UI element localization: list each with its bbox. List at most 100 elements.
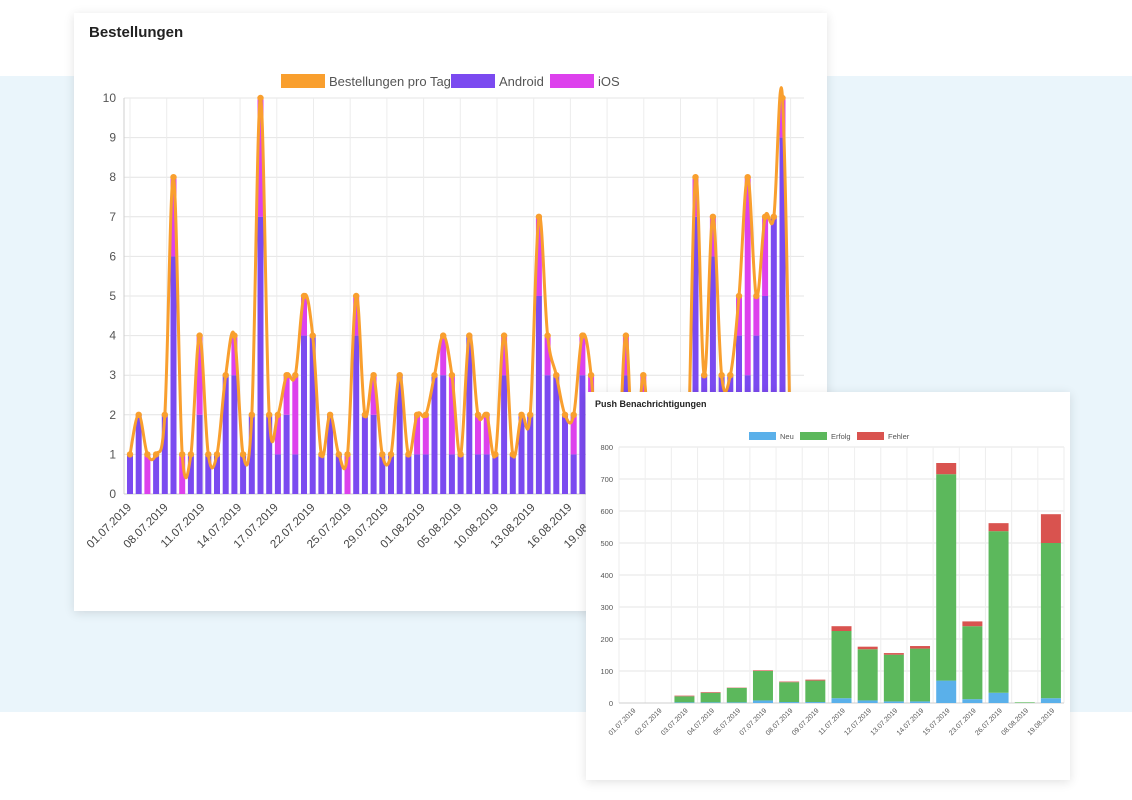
orders-line-point — [701, 372, 708, 379]
orders-line-point — [292, 372, 299, 379]
orders-line-point — [239, 451, 247, 458]
orders-line-point — [735, 292, 743, 300]
orders-line-point — [640, 372, 647, 379]
push-bar-fehler — [857, 646, 878, 650]
push-bar-neu — [726, 702, 747, 703]
orders-line-point — [405, 451, 412, 458]
orders-bar-android — [431, 375, 438, 494]
orders-bar-android — [301, 335, 307, 494]
orders-bar-android — [457, 454, 464, 494]
push-bar-erfolg — [910, 648, 931, 702]
push-bar-fehler — [752, 670, 773, 671]
push-bar-fehler — [936, 463, 957, 475]
orders-line-point — [492, 451, 499, 458]
orders-y-tick-label: 1 — [109, 447, 116, 461]
orders-bar-android — [274, 454, 281, 494]
push-legend-swatch — [800, 432, 827, 440]
orders-bar-android — [370, 414, 377, 494]
orders-line-point — [170, 174, 177, 181]
orders-line-point — [144, 451, 151, 458]
orders-line-point — [509, 451, 516, 458]
orders-line-point — [553, 372, 560, 379]
orders-line-point — [205, 451, 212, 458]
orders-line-point — [709, 213, 717, 220]
push-bar-erfolg — [831, 631, 852, 699]
orders-line-point — [761, 213, 769, 220]
push-bar-neu — [910, 701, 931, 703]
push-legend-swatch — [749, 432, 776, 440]
orders-line-point — [222, 372, 229, 379]
orders-bar-android — [509, 454, 516, 494]
orders-bar-android — [214, 454, 220, 494]
push-bar-erfolg — [1014, 702, 1035, 703]
orders-bar-android — [475, 454, 481, 494]
push-bar-fehler — [779, 681, 800, 683]
orders-y-tick-label: 10 — [103, 91, 117, 105]
push-bar-erfolg — [936, 474, 957, 681]
orders-bar-android — [361, 414, 368, 494]
push-legend-swatch — [857, 432, 884, 440]
orders-bar-ios — [353, 296, 360, 336]
orders-bar-android — [422, 454, 429, 494]
push-bar-fehler — [700, 692, 721, 693]
orders-y-tick-label: 8 — [109, 170, 116, 184]
orders-line-points — [126, 94, 786, 458]
push-bar-neu — [988, 692, 1009, 703]
orders-bar-ios — [414, 414, 421, 455]
push-bar-neu — [805, 702, 826, 703]
orders-bar-android — [187, 454, 194, 494]
push-chart: 010020030040050060070080001.07.201902.07… — [600, 432, 1065, 737]
orders-line-point — [718, 372, 725, 379]
orders-bar-android — [466, 335, 473, 494]
push-bar-neu — [700, 702, 721, 703]
orders-bar-ios — [144, 454, 151, 494]
orders-y-tick-label: 2 — [109, 408, 116, 422]
push-bar-neu — [883, 701, 904, 703]
orders-line-point — [309, 332, 316, 339]
push-legend-label: Fehler — [888, 432, 910, 441]
orders-line-point — [344, 451, 351, 458]
push-bar-fehler — [805, 679, 826, 681]
orders-bar-android — [448, 454, 455, 494]
orders-line-point — [300, 292, 308, 300]
orders-line-point — [753, 292, 760, 300]
orders-bar-android — [562, 414, 568, 494]
orders-legend-swatch — [281, 74, 325, 88]
orders-line-point — [779, 94, 786, 102]
orders-legend-swatch — [550, 74, 594, 88]
orders-bar-ios — [448, 375, 455, 455]
push-bar-neu — [1040, 698, 1061, 703]
push-bar-fehler — [674, 695, 695, 697]
orders-bar-android — [353, 335, 360, 494]
orders-bar-android — [127, 454, 133, 494]
orders-chart: 01234567891001.07.201908.07.201911.07.20… — [85, 74, 804, 551]
orders-bar-android — [570, 454, 577, 494]
push-bar-fehler — [1040, 514, 1061, 543]
orders-line-point — [274, 411, 282, 418]
push-bar-erfolg — [726, 687, 747, 703]
orders-bar-android — [335, 454, 342, 494]
orders-legend-label: iOS — [598, 74, 620, 89]
push-bar-neu — [962, 699, 983, 703]
push-bar-neu — [779, 702, 800, 703]
orders-line-point — [248, 411, 255, 418]
orders-line-point — [335, 451, 342, 458]
push-bar-neu — [674, 702, 695, 703]
orders-line-point — [527, 411, 534, 418]
push-bar-fehler — [883, 653, 904, 655]
orders-bar-android — [309, 335, 316, 494]
push-y-tick-label: 200 — [600, 635, 613, 644]
orders-bar-ios — [544, 335, 551, 376]
push-bar-erfolg — [1040, 543, 1061, 699]
orders-bar-android — [318, 454, 325, 494]
orders-y-tick-label: 5 — [109, 289, 116, 303]
orders-line-point — [561, 411, 569, 418]
orders-bar-android — [414, 454, 421, 494]
orders-line-point — [353, 292, 360, 300]
orders-line-point — [161, 411, 168, 418]
orders-bar-android — [440, 375, 447, 494]
orders-line-point — [413, 411, 421, 418]
push-bar-fehler — [962, 621, 983, 627]
push-y-tick-label: 400 — [600, 571, 613, 580]
push-bar-erfolg — [779, 682, 800, 703]
